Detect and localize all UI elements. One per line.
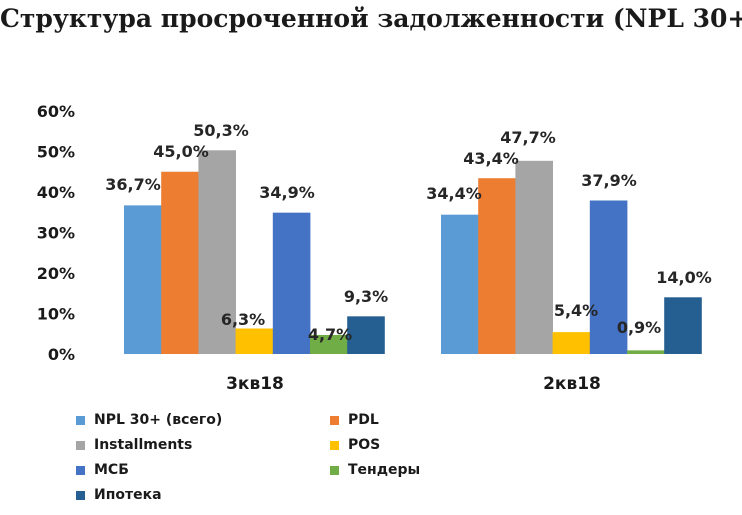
- bar: [161, 171, 199, 354]
- data-label: 0,9%: [617, 318, 661, 337]
- legend-swatch: [76, 440, 85, 450]
- bar: [478, 178, 516, 354]
- data-label: 37,9%: [581, 171, 637, 190]
- bar: [664, 297, 702, 354]
- data-label: 34,9%: [259, 183, 315, 202]
- legend-label: Тендеры: [348, 462, 421, 478]
- legend-item: POS: [330, 435, 380, 455]
- y-tick-label: 0%: [48, 345, 75, 364]
- legend-label: МСБ: [94, 462, 129, 478]
- category-label: 2кв18: [543, 374, 601, 394]
- data-labels: 36,7% 34,4% 45,0% 43,4% 50,3% 47,7% 6,3% 5,4% 34…: [105, 121, 712, 344]
- data-label: 45,0%: [153, 142, 209, 161]
- legend-label: NPL 30+ (всего): [94, 412, 223, 428]
- bar: [272, 212, 311, 354]
- legend-swatch: [330, 440, 339, 450]
- legend-swatch: [76, 415, 85, 425]
- category-label: 3кв18: [226, 374, 284, 394]
- legend-label: Installments: [94, 437, 193, 453]
- bar: [441, 214, 479, 354]
- legend-item: Тендеры: [330, 460, 420, 480]
- y-tick-label: 60%: [37, 102, 75, 121]
- bar: [515, 160, 553, 354]
- legend-swatch: [330, 415, 339, 425]
- category-labels: 3кв18 2кв18: [226, 374, 601, 394]
- legend-swatch: [76, 490, 85, 500]
- legend-label: PDL: [348, 412, 379, 428]
- bar: [198, 150, 236, 354]
- legend-item: Ипотека: [76, 485, 162, 505]
- y-tick-label: 20%: [37, 264, 75, 283]
- chart-title: Структура просроченной задолженности (NP…: [0, 4, 742, 33]
- data-label: 36,7%: [105, 175, 161, 194]
- bar: [552, 332, 591, 354]
- data-label: 5,4%: [554, 301, 598, 320]
- legend-label: Ипотека: [94, 487, 162, 503]
- bar: [347, 316, 385, 354]
- y-tick-label: 30%: [37, 224, 75, 243]
- bar: [310, 334, 348, 354]
- data-label: 14,0%: [656, 268, 712, 287]
- bar: [589, 200, 628, 354]
- bars: [124, 150, 702, 354]
- data-label: 47,7%: [500, 128, 556, 147]
- data-label: 6,3%: [221, 310, 265, 329]
- bar: [235, 328, 274, 354]
- data-label: 34,4%: [426, 184, 482, 203]
- y-tick-label: 10%: [37, 305, 75, 324]
- legend-item: МСБ: [76, 460, 129, 480]
- bar: [627, 350, 665, 354]
- bar: [124, 205, 162, 354]
- legend-item: Installments: [76, 435, 192, 455]
- y-tick-label: 50%: [37, 143, 75, 162]
- data-label: 43,4%: [463, 149, 519, 168]
- y-tick-label: 40%: [37, 183, 75, 202]
- legend-swatch: [330, 465, 339, 475]
- data-label: 9,3%: [344, 287, 388, 306]
- legend-item: NPL 30+ (всего): [76, 410, 222, 430]
- data-label: 4,7%: [308, 325, 352, 344]
- data-label: 50,3%: [193, 121, 249, 140]
- y-axis: 0% 10% 20% 30% 40% 50% 60%: [37, 102, 75, 364]
- legend-label: POS: [348, 437, 381, 453]
- legend-swatch: [76, 465, 85, 475]
- legend-item: PDL: [330, 410, 379, 430]
